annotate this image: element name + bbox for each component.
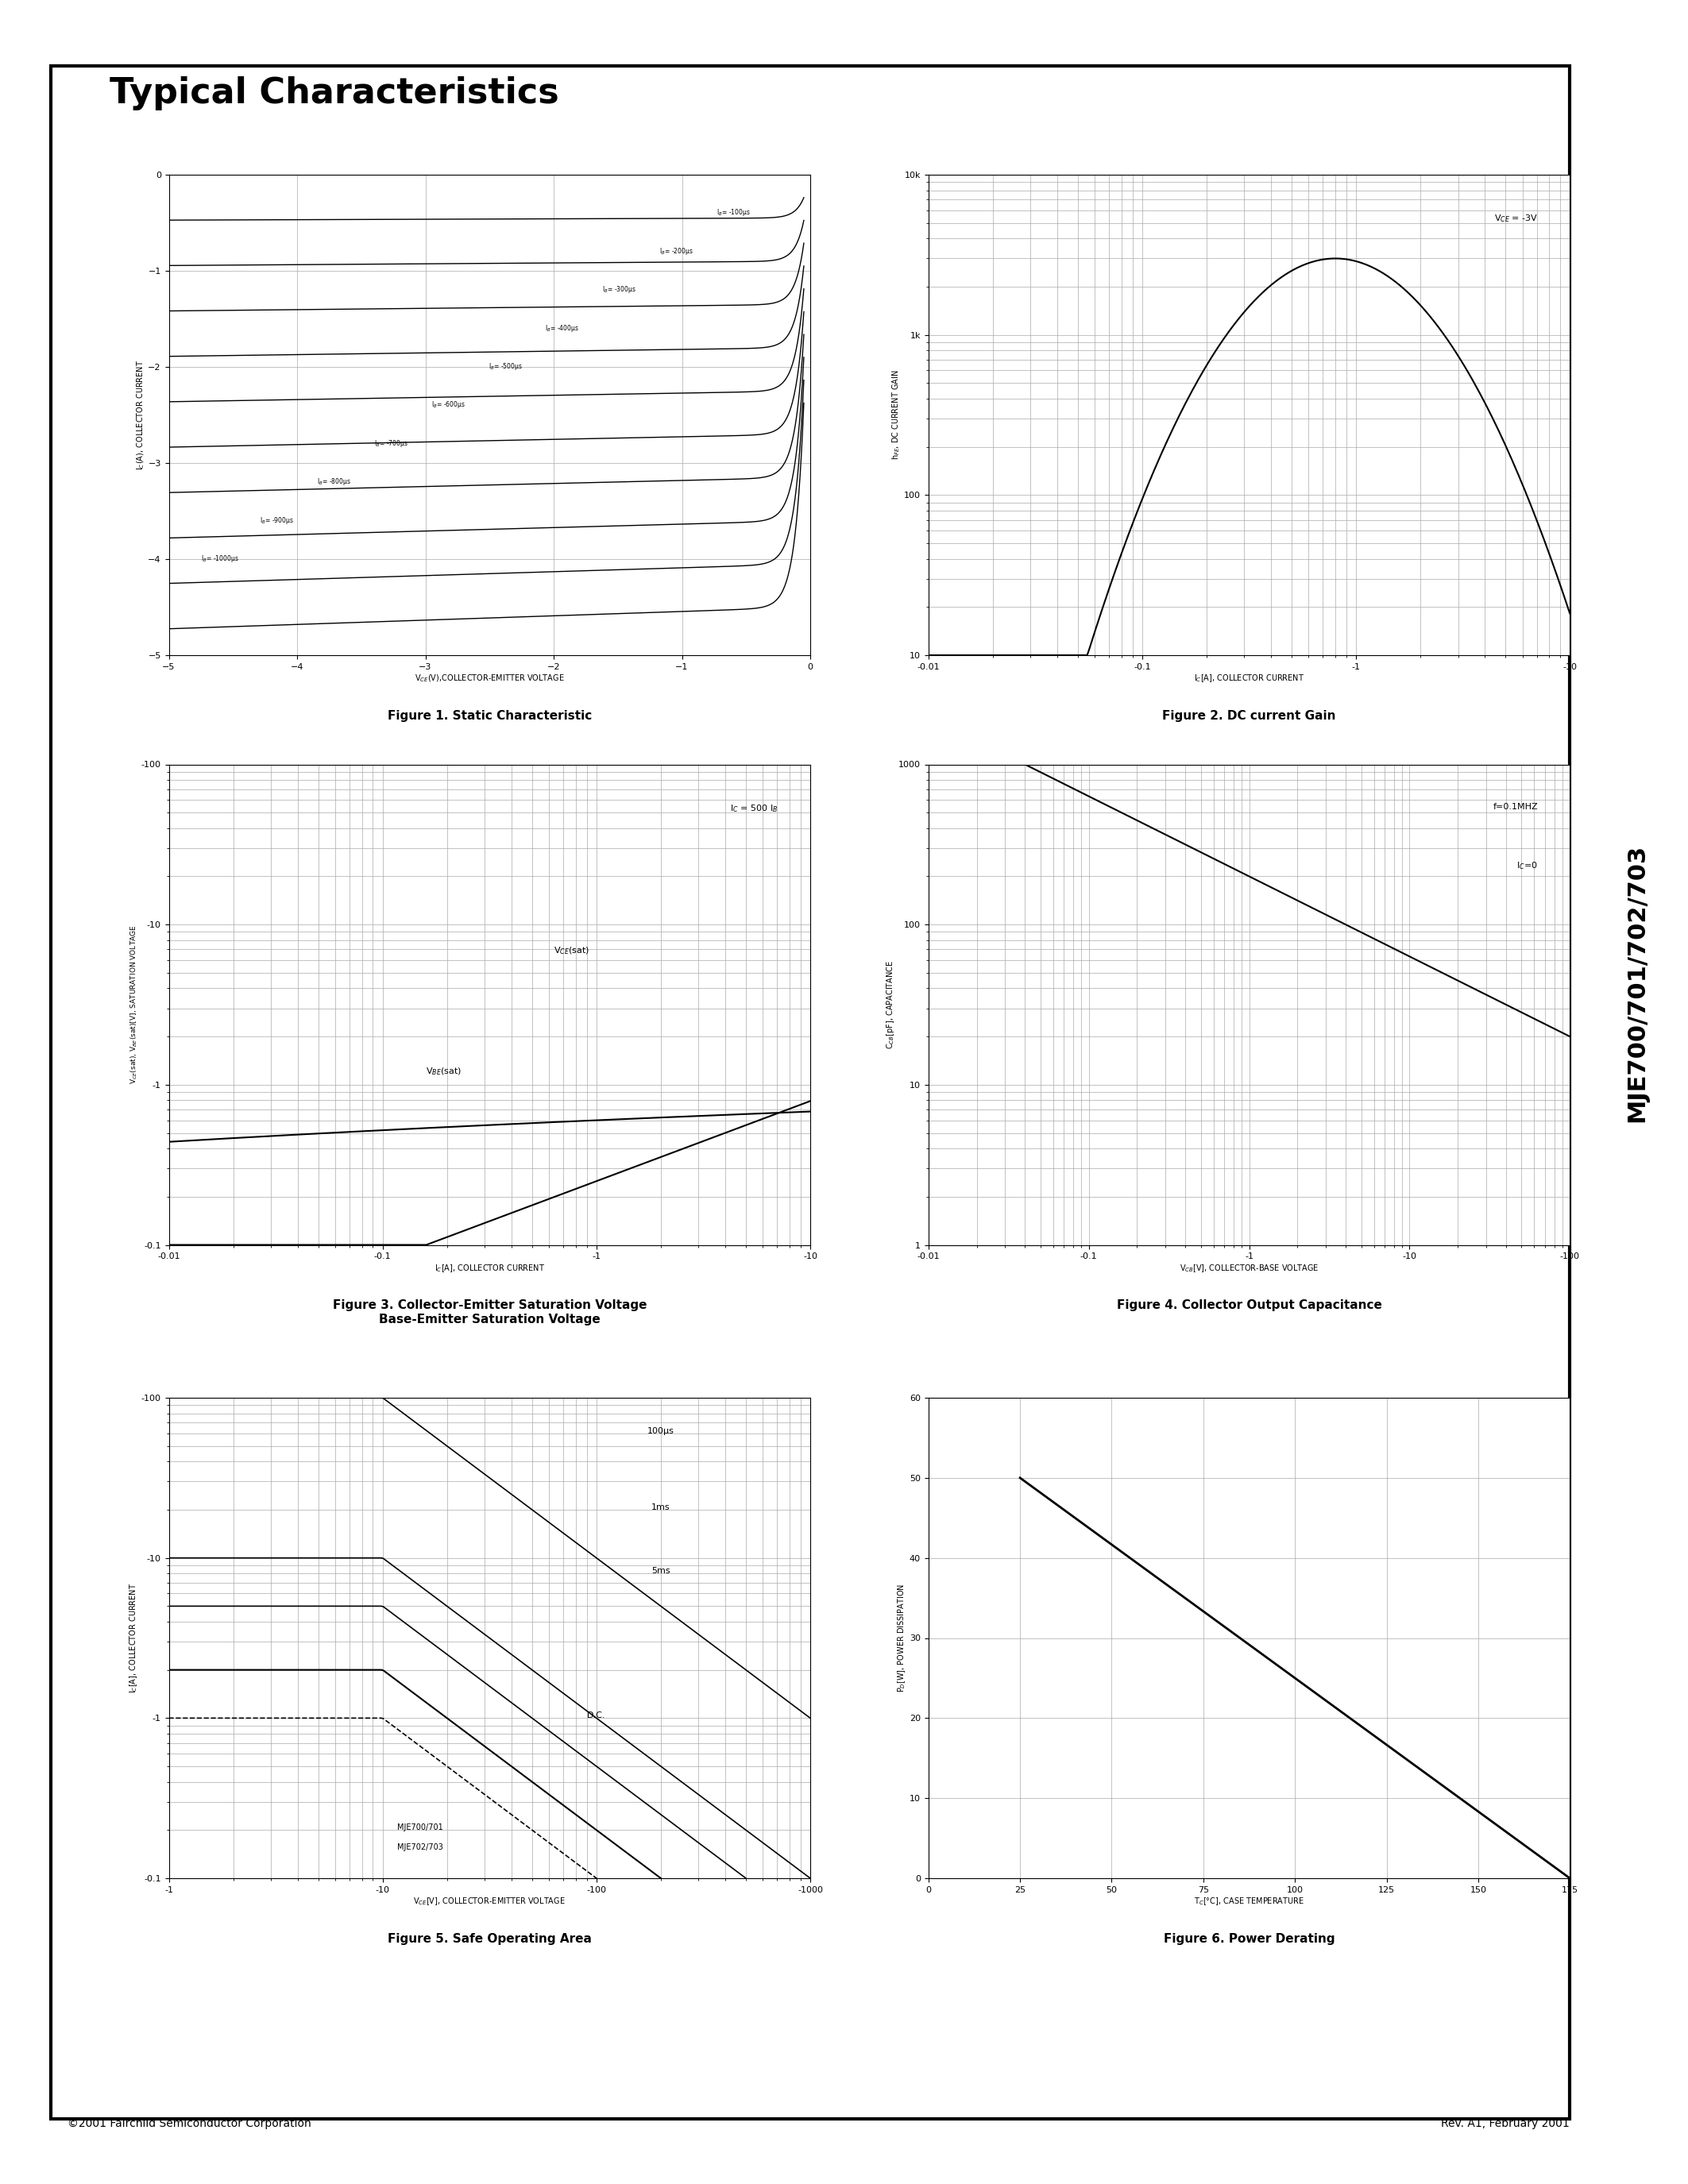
Text: I$_B$= -100μs: I$_B$= -100μs — [716, 207, 749, 218]
FancyBboxPatch shape — [51, 66, 1570, 2118]
Text: ©2001 Fairchild Semiconductor Corporation: ©2001 Fairchild Semiconductor Corporatio… — [68, 2118, 311, 2129]
Text: D.C.: D.C. — [587, 1712, 606, 1719]
Text: I$_B$= -500μs: I$_B$= -500μs — [488, 360, 522, 371]
X-axis label: T$_C$[°C], CASE TEMPERATURE: T$_C$[°C], CASE TEMPERATURE — [1193, 1896, 1305, 1907]
Text: I$_B$= -700μs: I$_B$= -700μs — [375, 439, 408, 448]
X-axis label: V$_{CE}$(V),COLLECTOR-EMITTER VOLTAGE: V$_{CE}$(V),COLLECTOR-EMITTER VOLTAGE — [415, 673, 564, 684]
Text: Figure 6. Power Derating: Figure 6. Power Derating — [1163, 1933, 1335, 1944]
Text: 5ms: 5ms — [652, 1568, 670, 1575]
Text: f=0.1MHZ: f=0.1MHZ — [1492, 804, 1538, 810]
Y-axis label: I$_C$[A], COLLECTOR CURRENT: I$_C$[A], COLLECTOR CURRENT — [128, 1583, 138, 1693]
Y-axis label: I$_C$(A), COLLECTOR CURRENT: I$_C$(A), COLLECTOR CURRENT — [135, 360, 145, 470]
Y-axis label: h$_{FE}$, DC CURRENT GAIN: h$_{FE}$, DC CURRENT GAIN — [891, 369, 901, 461]
Text: Figure 2. DC current Gain: Figure 2. DC current Gain — [1163, 710, 1335, 721]
Text: I$_C$=0: I$_C$=0 — [1516, 860, 1538, 871]
Text: I$_B$= -200μs: I$_B$= -200μs — [660, 247, 694, 256]
Text: I$_B$= -400μs: I$_B$= -400μs — [545, 323, 579, 334]
Text: Figure 3. Collector-Emitter Saturation Voltage
Base-Emitter Saturation Voltage: Figure 3. Collector-Emitter Saturation V… — [333, 1299, 647, 1326]
Text: MJE700/701/702/703: MJE700/701/702/703 — [1626, 843, 1649, 1123]
Text: 100μs: 100μs — [647, 1426, 674, 1435]
Text: MJE700/701: MJE700/701 — [397, 1824, 444, 1832]
Text: Figure 4. Collector Output Capacitance: Figure 4. Collector Output Capacitance — [1116, 1299, 1382, 1310]
Text: I$_C$ = 500 I$_B$: I$_C$ = 500 I$_B$ — [731, 804, 778, 815]
X-axis label: V$_{CE}$[V], COLLECTOR-EMITTER VOLTAGE: V$_{CE}$[V], COLLECTOR-EMITTER VOLTAGE — [414, 1896, 565, 1907]
Text: MJE702/703: MJE702/703 — [397, 1843, 444, 1852]
Y-axis label: C$_{CB}$[pF], CAPACITANCE: C$_{CB}$[pF], CAPACITANCE — [885, 961, 896, 1048]
Text: V$_{CE}$ = -3V: V$_{CE}$ = -3V — [1494, 214, 1538, 225]
Text: Figure 5. Safe Operating Area: Figure 5. Safe Operating Area — [388, 1933, 591, 1944]
X-axis label: I$_C$[A], COLLECTOR CURRENT: I$_C$[A], COLLECTOR CURRENT — [434, 1262, 545, 1273]
Text: I$_B$= -300μs: I$_B$= -300μs — [603, 284, 636, 295]
Text: Typical Characteristics: Typical Characteristics — [110, 76, 559, 111]
Text: V$_{CE}$(sat): V$_{CE}$(sat) — [554, 946, 589, 957]
Text: I$_B$= -600μs: I$_B$= -600μs — [430, 400, 466, 411]
Text: I$_B$= -900μs: I$_B$= -900μs — [260, 515, 294, 526]
Text: V$_{BE}$(sat): V$_{BE}$(sat) — [425, 1066, 461, 1077]
X-axis label: I$_C$[A], COLLECTOR CURRENT: I$_C$[A], COLLECTOR CURRENT — [1193, 673, 1305, 684]
Text: I$_B$= -800μs: I$_B$= -800μs — [317, 476, 351, 487]
Text: Rev. A1, February 2001: Rev. A1, February 2001 — [1442, 2118, 1570, 2129]
Text: I$_B$= -1000μs: I$_B$= -1000μs — [201, 553, 240, 563]
Text: 1ms: 1ms — [652, 1503, 670, 1511]
Y-axis label: V$_{CE}$(sat), V$_{BE}$(sat)[V], SATURATION VOLTAGE: V$_{CE}$(sat), V$_{BE}$(sat)[V], SATURAT… — [128, 926, 138, 1083]
Y-axis label: P$_D$[W], POWER DISSIPATION: P$_D$[W], POWER DISSIPATION — [896, 1583, 906, 1693]
X-axis label: V$_{CB}$[V], COLLECTOR-BASE VOLTAGE: V$_{CB}$[V], COLLECTOR-BASE VOLTAGE — [1180, 1262, 1318, 1273]
Text: Figure 1. Static Characteristic: Figure 1. Static Characteristic — [387, 710, 592, 721]
